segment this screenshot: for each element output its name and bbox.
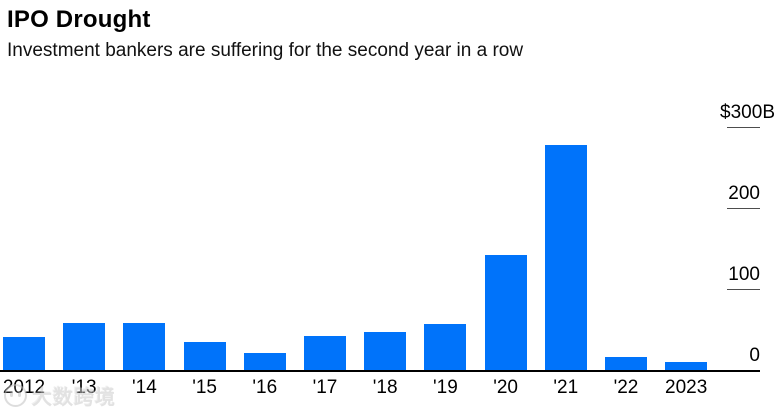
x-tick-label: '20	[493, 377, 518, 398]
x-tick-label: '17	[312, 377, 338, 398]
bar-20	[484, 254, 527, 371]
y-tick-mark	[727, 207, 760, 210]
x-tick-label: '21	[553, 377, 579, 398]
bar-22	[605, 356, 647, 371]
y-tick-mark	[727, 126, 760, 129]
bar-18	[364, 332, 407, 371]
y-tick-label: $300B	[720, 101, 775, 123]
bar-17	[304, 335, 346, 371]
chart-title: IPO Drought	[7, 6, 151, 33]
x-axis-line	[0, 370, 760, 372]
y-tick-label: 0	[749, 344, 760, 366]
x-tick-label: '15	[192, 377, 217, 398]
y-tick-label: 200	[728, 182, 760, 204]
bar-2023	[665, 361, 708, 371]
bar-14	[123, 322, 166, 371]
x-tick-label: '22	[613, 377, 639, 398]
x-tick-label: 2023	[665, 377, 708, 398]
bar-19	[424, 323, 467, 371]
bar-2012	[3, 337, 45, 371]
y-tick-label: 100	[728, 263, 760, 285]
bar-21	[544, 145, 587, 371]
bar-15	[183, 342, 226, 371]
chart-subtitle: Investment bankers are suffering for the…	[7, 40, 524, 61]
x-tick-label: 2012	[2, 377, 46, 398]
x-tick-label: '14	[132, 377, 157, 398]
y-tick-mark	[727, 288, 760, 291]
x-tick-label: '18	[372, 377, 398, 398]
x-tick-label: '19	[433, 377, 458, 398]
x-tick-label: '13	[71, 377, 97, 398]
bar-13	[63, 322, 106, 371]
x-tick-label: '16	[252, 377, 278, 398]
bar-16	[243, 352, 286, 371]
